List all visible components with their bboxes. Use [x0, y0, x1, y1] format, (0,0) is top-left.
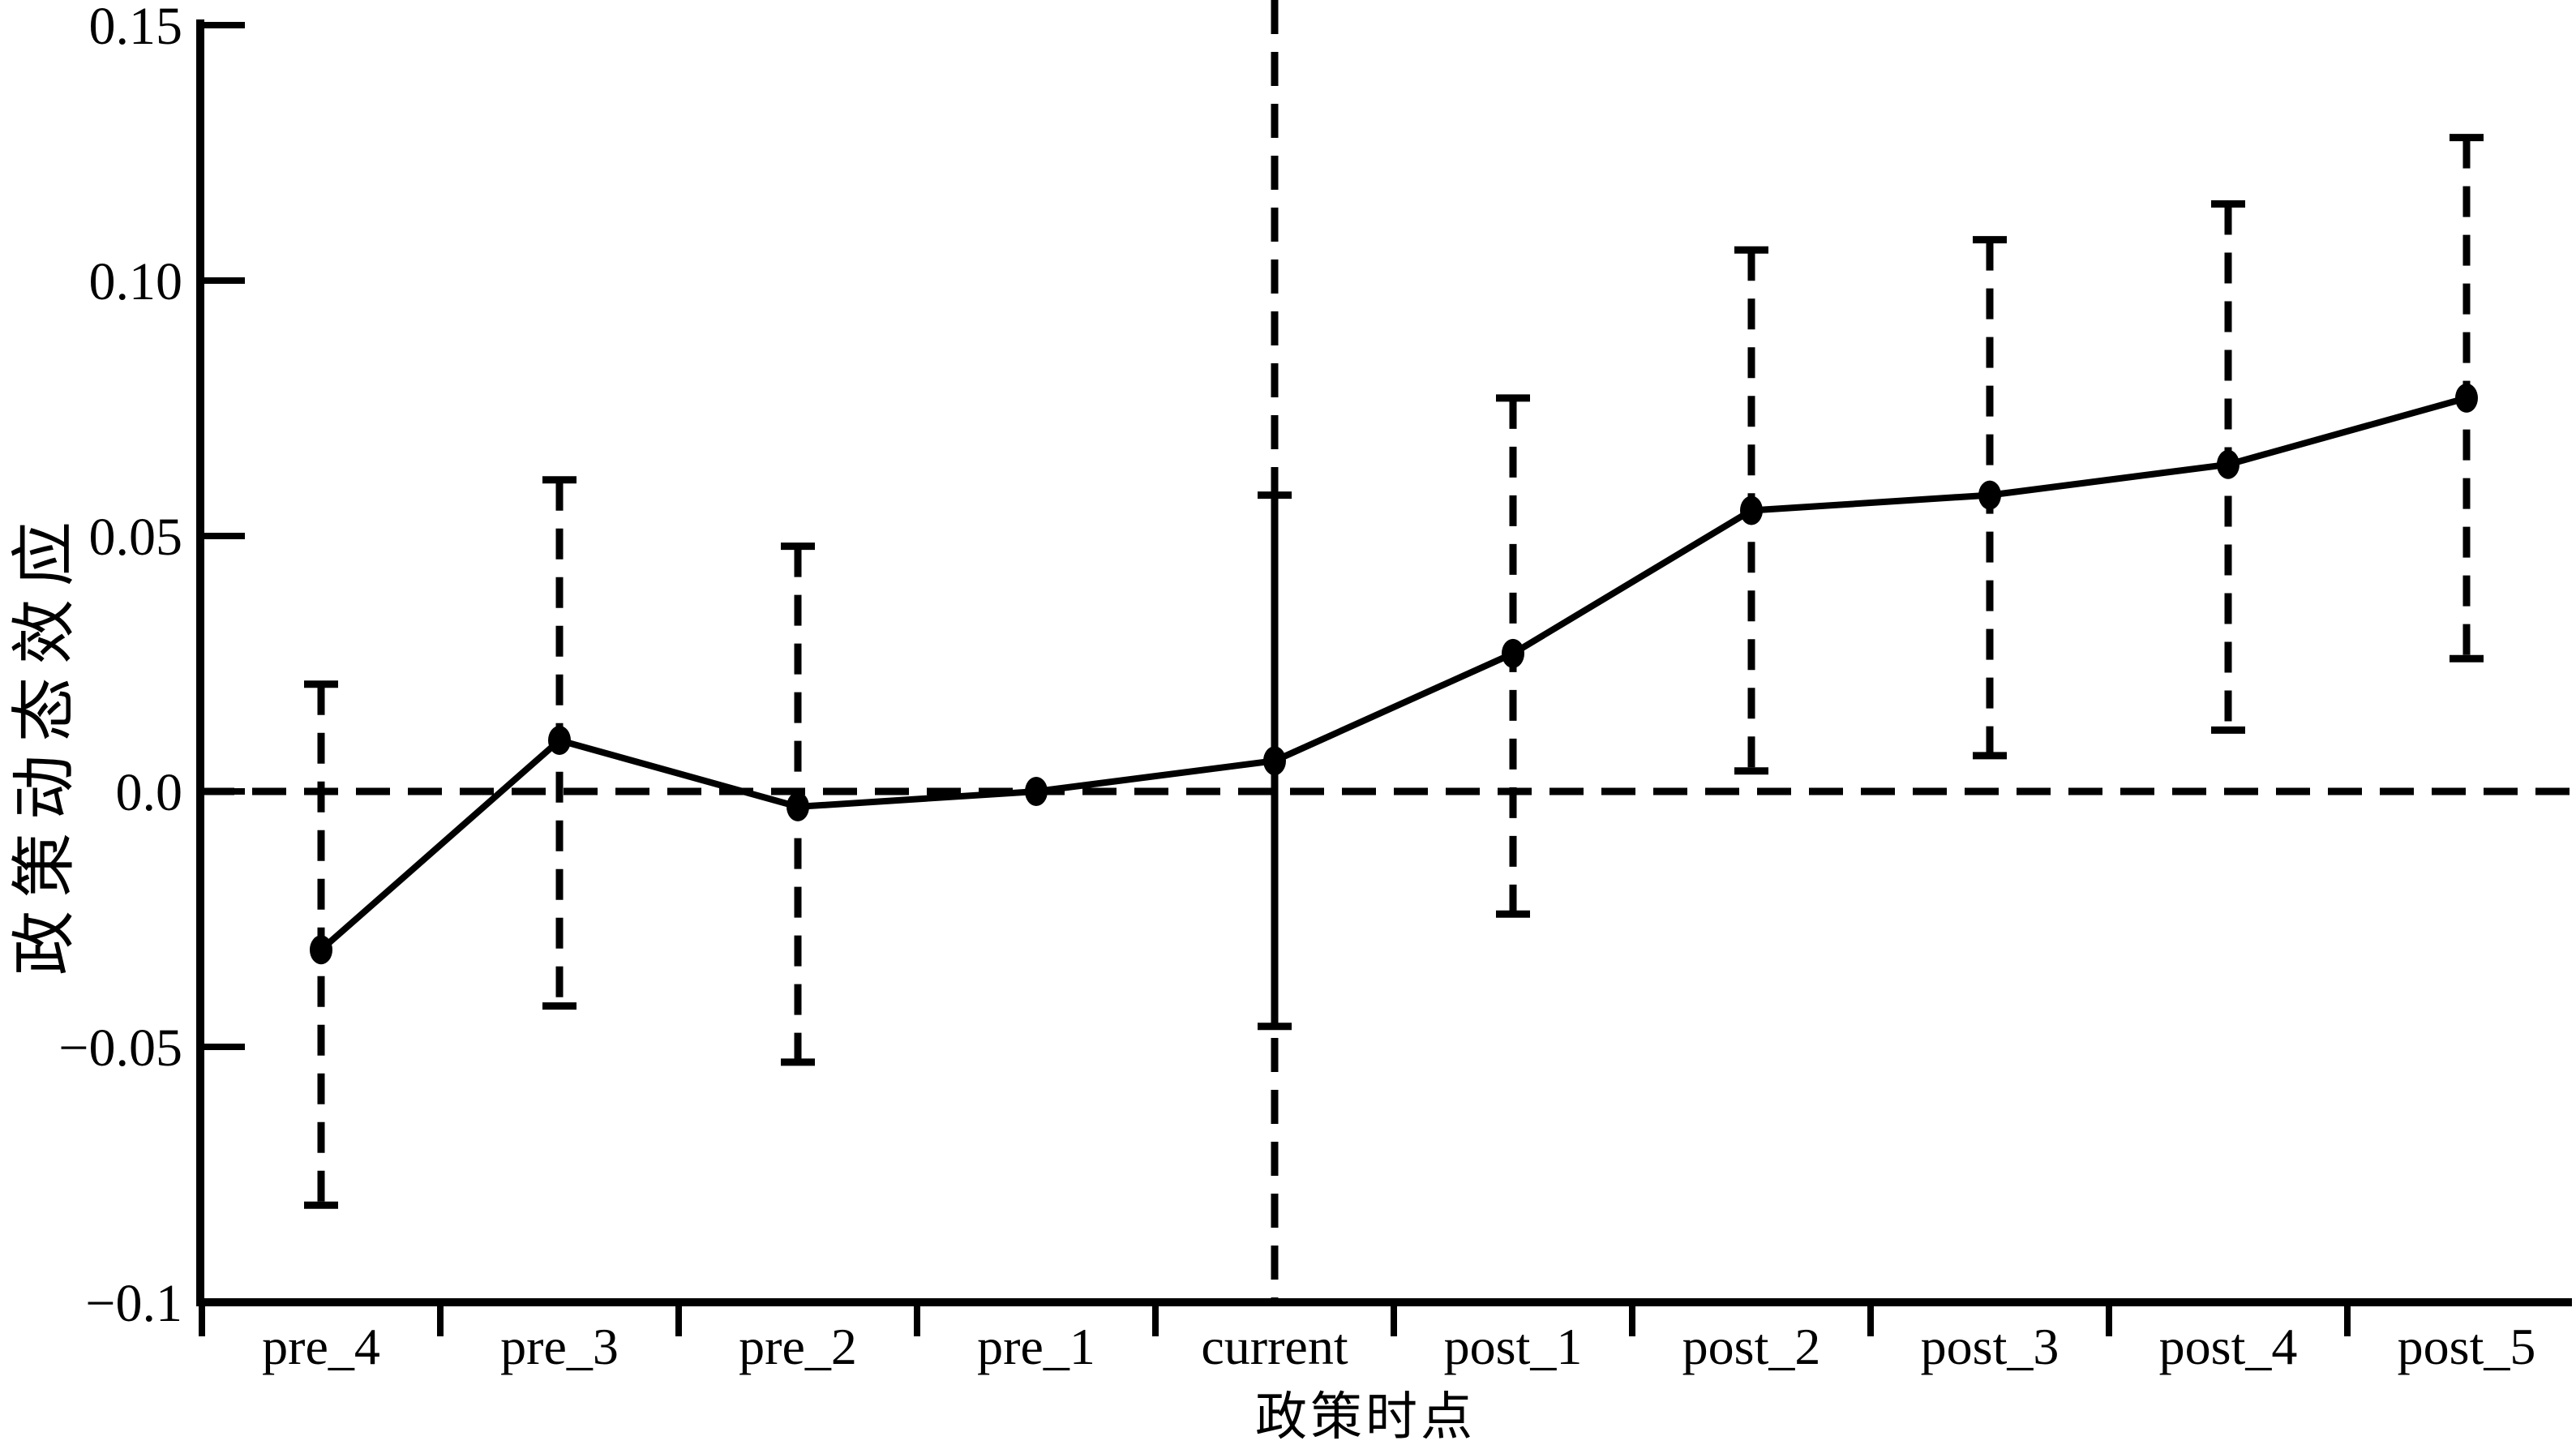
data-point-current	[1263, 746, 1286, 776]
data-point-pre_1	[1025, 777, 1048, 806]
x-tick-label-current: current	[1201, 1318, 1348, 1375]
x-tick-label-pre_2: pre_2	[739, 1318, 857, 1375]
y-tick-label-0.10: 0.10	[89, 252, 183, 311]
data-point-post_4	[2217, 449, 2240, 479]
x-tick-label-pre_1: pre_1	[977, 1318, 1095, 1375]
data-point-pre_2	[787, 791, 809, 821]
data-point-post_5	[2455, 383, 2478, 413]
data-point-post_2	[1740, 495, 1763, 525]
x-tick-label-post_3: post_3	[1921, 1318, 2060, 1375]
data-point-pre_3	[548, 726, 571, 755]
y-axis-title: 政策动态效应	[10, 508, 81, 975]
x-tick-label-post_4: post_4	[2159, 1318, 2298, 1375]
x-tick-label-post_2: post_2	[1682, 1318, 1821, 1375]
data-point-pre_4	[310, 935, 332, 965]
data-point-post_1	[1502, 638, 1524, 668]
data-point-post_3	[1978, 480, 2001, 510]
x-tick-label-pre_3: pre_3	[500, 1318, 619, 1375]
x-tick-label-post_1: post_1	[1444, 1318, 1583, 1375]
x-axis-title: 政策时点	[1255, 1388, 1476, 1445]
x-tick-label-pre_4: pre_4	[262, 1318, 380, 1375]
x-tick-label-post_5: post_5	[2398, 1318, 2536, 1375]
effect-line	[319, 395, 2468, 953]
y-tick-label-0.15: 0.15	[89, 0, 183, 56]
y-tick-label-0.05: 0.05	[89, 508, 183, 567]
y-tick-label-0.0: 0.0	[116, 763, 183, 822]
y-tick-label-−0.1: −0.1	[85, 1274, 182, 1333]
y-tick-label-−0.05: −0.05	[58, 1018, 182, 1078]
